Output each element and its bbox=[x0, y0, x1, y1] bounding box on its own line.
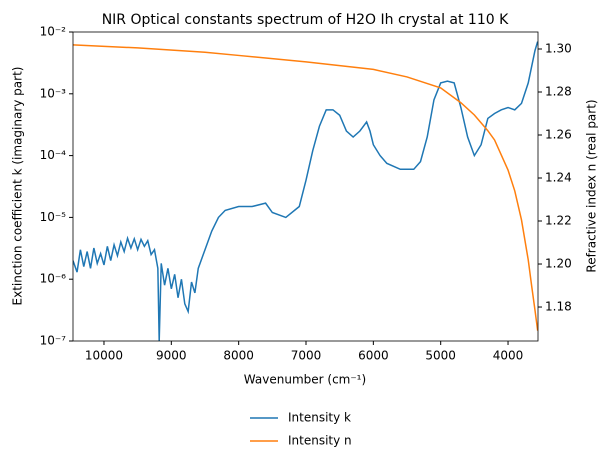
x-tick-label: 5000 bbox=[425, 349, 456, 363]
data-line bbox=[73, 44, 538, 331]
y2-tick-label: 1.28 bbox=[545, 84, 572, 98]
y-tick-label: 10⁻⁷ bbox=[40, 334, 67, 348]
x-tick-label: 4000 bbox=[493, 349, 524, 363]
y2-tick-label: 1.24 bbox=[545, 171, 572, 185]
y-axis-label: Extinction coefficient k (imaginary part… bbox=[11, 67, 25, 306]
y2-tick-label: 1.26 bbox=[545, 128, 572, 142]
y2-tick-label: 1.18 bbox=[545, 300, 572, 314]
y2-tick-label: 1.22 bbox=[545, 214, 572, 228]
y2-axis-label: Refractive index n (real part) bbox=[585, 99, 599, 272]
x-tick-label: 6000 bbox=[358, 349, 389, 363]
legend-label: Intensity k bbox=[288, 411, 351, 425]
chart-title: NIR Optical constants spectrum of H2O Ih… bbox=[102, 12, 509, 28]
y-tick-label: 10⁻⁵ bbox=[40, 210, 67, 224]
y-tick-label: 10⁻³ bbox=[40, 86, 67, 100]
plot-frame bbox=[72, 31, 539, 342]
y-tick-label: 10⁻⁴ bbox=[40, 148, 67, 162]
x-tick-label: 9000 bbox=[156, 349, 187, 363]
legend-label: Intensity n bbox=[288, 434, 352, 448]
y2-tick-label: 1.30 bbox=[545, 41, 572, 55]
y2-tick-label: 1.20 bbox=[545, 257, 572, 271]
y-tick-label: 10⁻⁶ bbox=[40, 272, 67, 286]
data-line bbox=[73, 41, 538, 341]
x-tick-label: 10000 bbox=[85, 349, 123, 363]
x-axis-label: Wavenumber (cm⁻¹) bbox=[244, 373, 366, 387]
y-tick-label: 10⁻² bbox=[40, 25, 67, 39]
x-tick-label: 8000 bbox=[223, 349, 254, 363]
x-tick-label: 7000 bbox=[291, 349, 322, 363]
